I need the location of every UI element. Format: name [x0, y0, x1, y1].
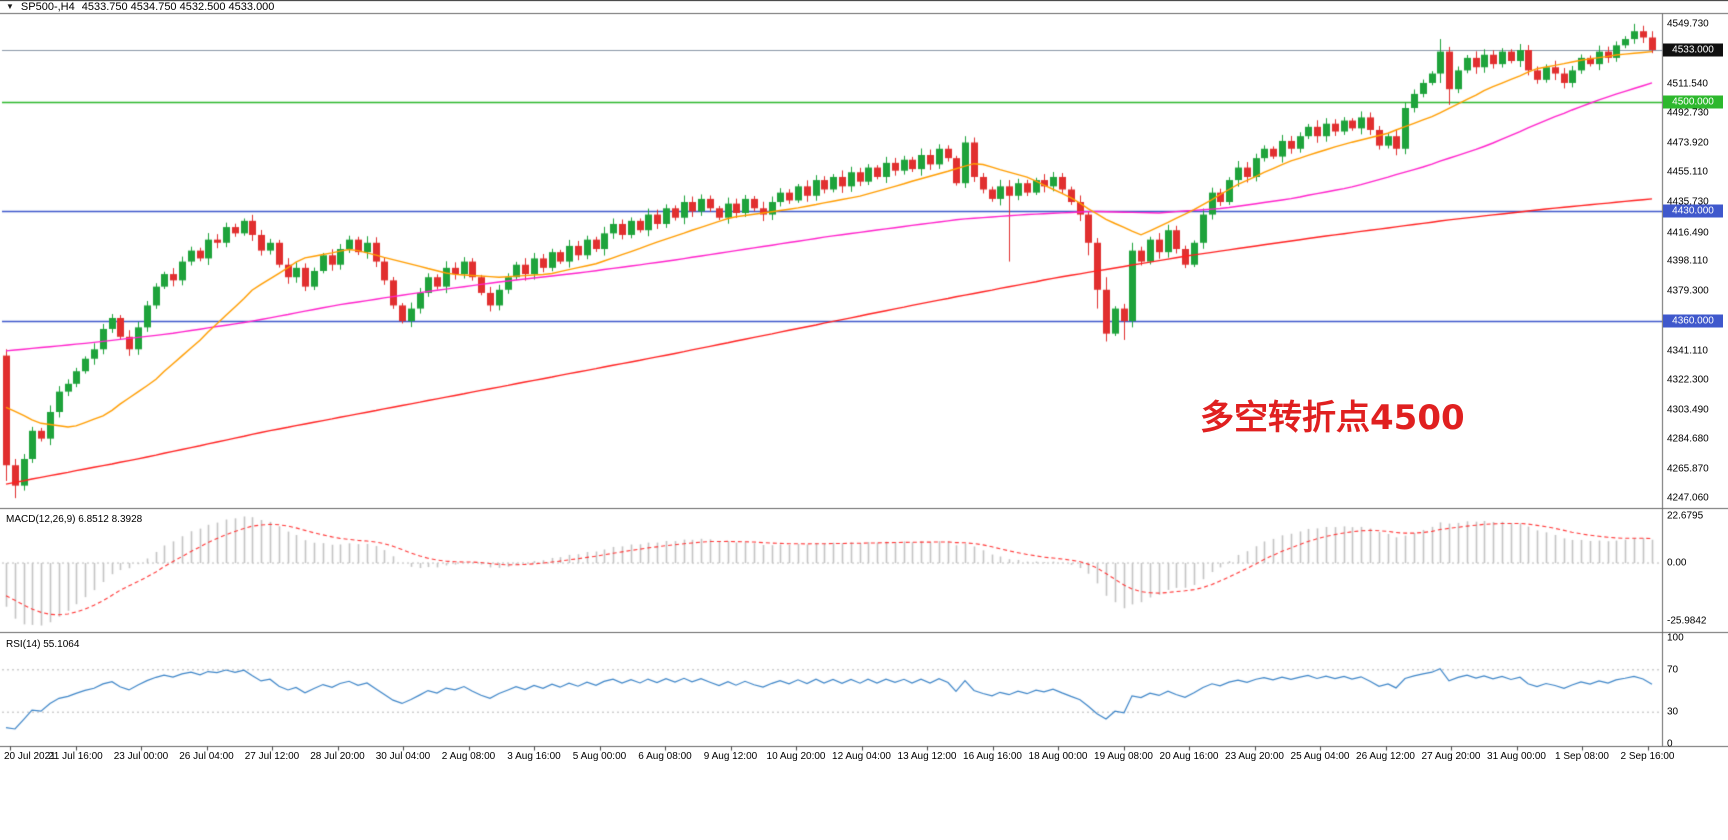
macd-indicator-label: MACD(12,26,9) 6.8512 8.3928	[6, 514, 143, 525]
time-axis-label: 31 Aug 00:00	[1487, 751, 1546, 762]
time-axis-label: 9 Aug 12:00	[703, 751, 758, 762]
price-axis-label: 4265.870	[1667, 463, 1709, 475]
time-axis-label: 2 Aug 08:00	[441, 751, 496, 762]
dropdown-icon[interactable]: ▼	[6, 2, 14, 11]
symbol-timeframe-label: SP500-,H4	[20, 1, 75, 13]
time-axis-label: 12 Aug 04:00	[832, 751, 891, 762]
ohlc-values: 4533.750 4534.750 4532.500 4533.000	[81, 1, 275, 13]
time-axis-label: 6 Aug 08:00	[638, 751, 692, 762]
time-axis-label: 1 Sep 08:00	[1555, 751, 1609, 762]
price-axis-label: 4492.730	[1667, 107, 1709, 119]
price-axis-label: 4398.110	[1667, 255, 1708, 267]
time-axis-label: 27 Aug 20:00	[1421, 751, 1481, 762]
annotation-text: 多空转折点4500	[1200, 398, 1465, 438]
price-axis-label: 4247.060	[1667, 492, 1709, 504]
rsi-scale-label: 70	[1667, 664, 1679, 676]
time-axis-label: 21 Jul 16:00	[48, 751, 103, 762]
price-axis-label: 4435.730	[1667, 196, 1709, 208]
price-axis-label: 4455.110	[1667, 166, 1708, 178]
time-axis-label: 2 Sep 16:00	[1620, 751, 1675, 762]
price-axis-label: 4284.680	[1667, 433, 1709, 445]
chart-title: ▼ SP500-,H4 4533.750 4534.750 4532.500 4…	[6, 1, 274, 13]
time-axis-label: 30 Jul 04:00	[375, 751, 431, 762]
price-axis-label: 4549.730	[1667, 18, 1709, 30]
price-axis-label: 4341.110	[1667, 345, 1708, 357]
time-axis-label: 20 Aug 16:00	[1159, 751, 1219, 762]
time-axis-label: 27 Jul 12:00	[244, 751, 300, 762]
price-axis-label: 4379.300	[1667, 285, 1709, 297]
time-axis-label: 26 Jul 04:00	[179, 751, 234, 762]
rsi-scale-label: 100	[1667, 632, 1684, 644]
price-axis-badge: 4430.000	[1663, 204, 1723, 218]
time-axis-label: 25 Aug 04:00	[1290, 751, 1350, 762]
price-axis-badge: 4533.000	[1663, 43, 1723, 57]
time-axis-label: 26 Aug 12:00	[1356, 751, 1415, 762]
price-axis-label: 4322.300	[1667, 374, 1709, 386]
price-axis-label: 4473.920	[1667, 137, 1709, 149]
time-axis-label: 13 Aug 12:00	[897, 751, 957, 762]
time-axis-label: 23 Jul 00:00	[113, 751, 169, 762]
rsi-scale-label: 0	[1667, 738, 1673, 750]
time-axis-label: 19 Aug 08:00	[1094, 751, 1153, 762]
time-axis-label: 16 Aug 16:00	[963, 751, 1022, 762]
time-axis-label: 20 Jul 2021	[4, 751, 56, 762]
time-axis-label: 18 Aug 00:00	[1028, 751, 1088, 762]
macd-scale-label: -25.9842	[1667, 615, 1707, 627]
price-axis-label: 4511.540	[1667, 78, 1708, 90]
price-axis-badge: 4500.000	[1663, 95, 1723, 109]
price-axis-label: 4303.490	[1667, 404, 1709, 416]
rsi-indicator-label: RSI(14) 55.1064	[6, 639, 80, 650]
time-axis-label: 10 Aug 20:00	[766, 751, 826, 762]
macd-scale-label: 22.6795	[1667, 510, 1704, 522]
time-axis-label: 3 Aug 16:00	[507, 751, 561, 762]
rsi-scale-label: 30	[1667, 706, 1679, 718]
price-axis-badge: 4360.000	[1663, 314, 1723, 328]
time-axis-label: 23 Aug 20:00	[1225, 751, 1284, 762]
time-axis-label: 5 Aug 00:00	[572, 751, 627, 762]
time-axis-label: 28 Jul 20:00	[310, 751, 365, 762]
macd-scale-label: 0.00	[1667, 557, 1687, 569]
price-axis-label: 4416.490	[1667, 227, 1709, 239]
